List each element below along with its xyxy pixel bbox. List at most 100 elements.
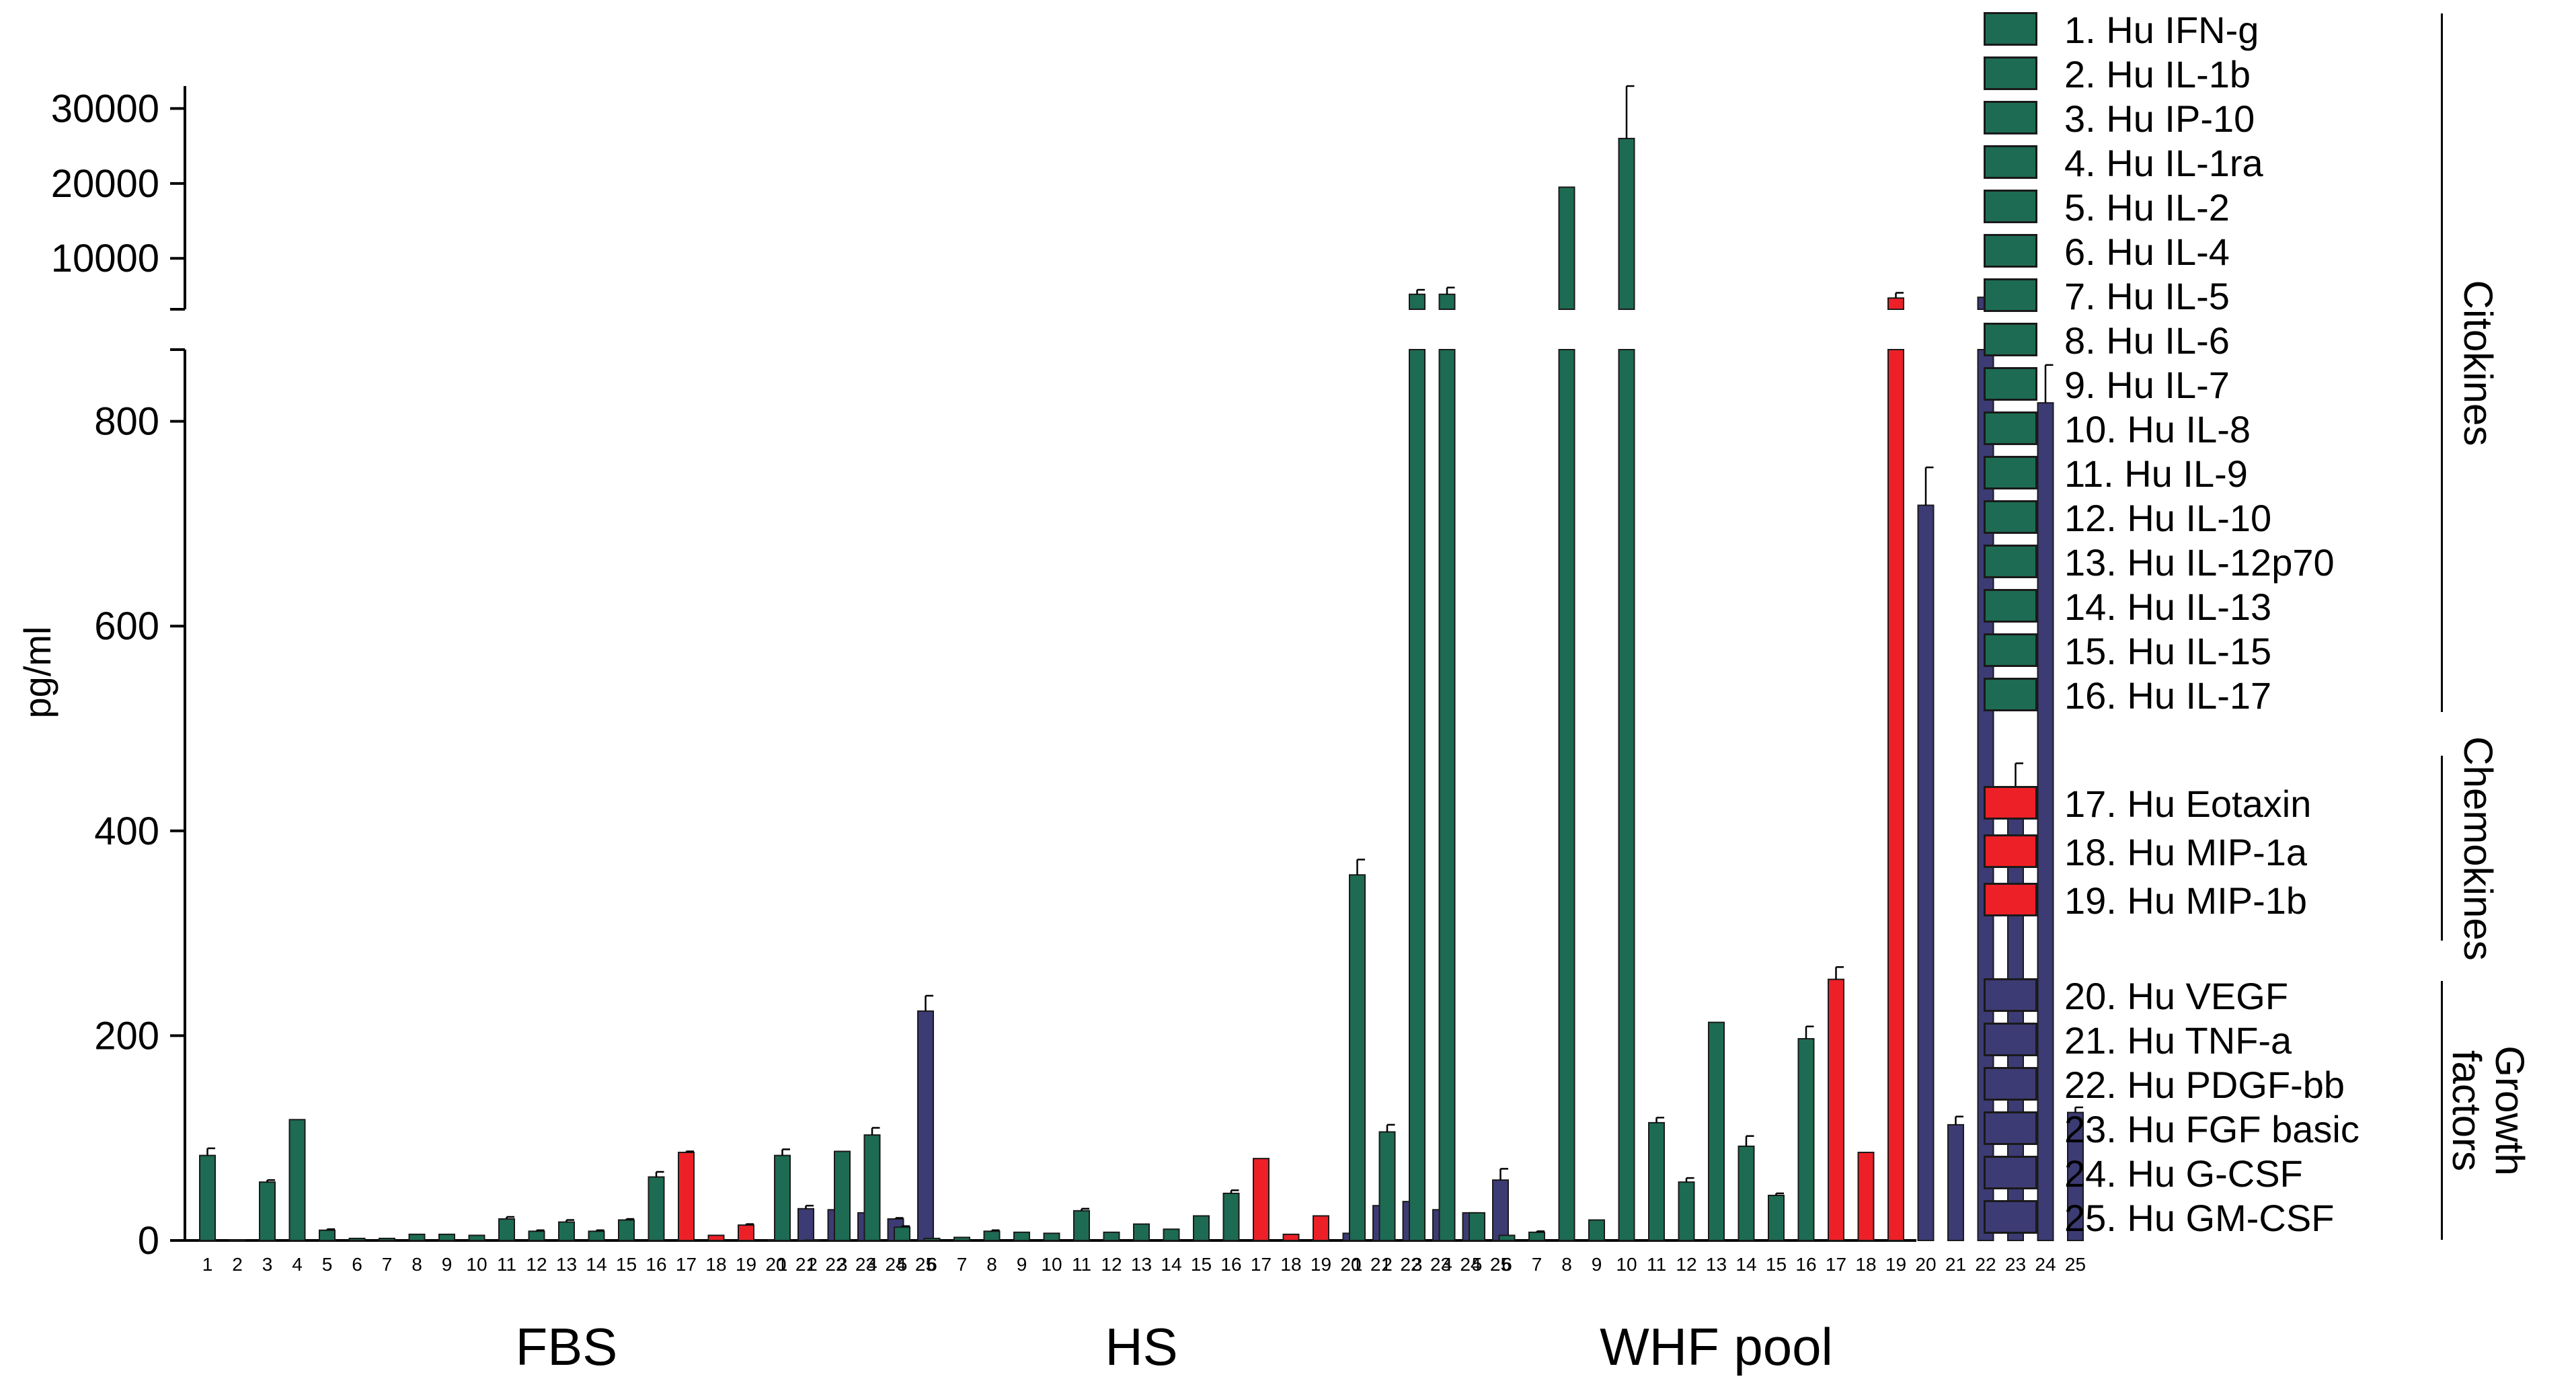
bar	[1528, 1231, 1545, 1241]
bar-upper-segment	[1618, 137, 1635, 310]
x-tick-label: 7	[382, 1254, 393, 1275]
bar	[1708, 1021, 1725, 1241]
legend-group-label-line: Growth	[2487, 1045, 2532, 1176]
bar	[1917, 504, 1935, 1241]
x-tick-label: 19	[1311, 1254, 1331, 1275]
x-tick-label: 17	[676, 1254, 697, 1275]
legend-swatch	[1984, 633, 2037, 667]
legend-item: 11. Hu IL-9	[1984, 453, 2454, 495]
legend-swatch	[1984, 278, 2037, 312]
legend-swatch	[1984, 12, 2037, 46]
bar	[953, 1236, 970, 1241]
bar	[1222, 1192, 1240, 1241]
x-tick-label: 23	[2005, 1254, 2026, 1275]
bar	[1469, 1212, 1485, 1241]
x-tick-label: 11	[1072, 1254, 1091, 1275]
bar	[1438, 349, 1456, 1241]
bar	[804, 1239, 821, 1241]
legend-label: 15. Hu IL-15	[2064, 630, 2272, 672]
x-tick-label: 2	[1382, 1254, 1393, 1275]
x-tick-label: 18	[705, 1254, 726, 1275]
y-axis-label: pg/ml	[16, 627, 58, 719]
legend-swatch	[1984, 1067, 2037, 1101]
bar	[1857, 1152, 1875, 1241]
legend-group-label: Chemokines	[2456, 736, 2501, 961]
legend-label: 13. Hu IL-12p70	[2064, 541, 2335, 584]
x-tick-label: 25	[2065, 1254, 2086, 1275]
legend-item: 18. Hu MIP-1a	[1984, 832, 2454, 873]
legend-item: 10. Hu IL-8	[1984, 409, 2454, 450]
bar	[1103, 1231, 1120, 1241]
x-tick-label: 12	[1101, 1254, 1122, 1275]
group-label: WHF pool	[1600, 1317, 1833, 1376]
x-tick-label: 4	[1442, 1254, 1452, 1275]
x-tick-label: 8	[986, 1254, 997, 1275]
legend-swatch	[1984, 234, 2037, 268]
bar	[1043, 1232, 1060, 1242]
legend-swatch	[1984, 834, 2037, 868]
x-tick-label: 8	[1561, 1254, 1572, 1275]
y-tick-label: 0	[138, 1219, 159, 1263]
bar	[558, 1221, 575, 1241]
legend-item: 14. Hu IL-13	[1984, 586, 2454, 628]
legend-label: 16. Hu IL-17	[2064, 674, 2272, 717]
legend-swatch	[1984, 1111, 2037, 1145]
bar	[618, 1219, 635, 1242]
x-tick-label: 19	[736, 1254, 756, 1275]
legend-swatch	[1984, 411, 2037, 445]
x-tick-label: 20	[1915, 1254, 1936, 1275]
bar	[1588, 1219, 1605, 1242]
legend-swatch	[1984, 589, 2037, 623]
legend-item: 2. Hu IL-1b	[1984, 54, 2454, 95]
y-tick-label: 800	[94, 400, 159, 444]
x-tick-label: 16	[1220, 1254, 1241, 1275]
x-tick-label: 14	[1161, 1254, 1181, 1275]
bar	[1409, 349, 1426, 1241]
legend-label: 8. Hu IL-6	[2064, 319, 2230, 362]
y-tick-label: 400	[94, 809, 159, 853]
x-tick-label: 18	[1855, 1254, 1876, 1275]
x-tick-label: 13	[556, 1254, 577, 1275]
legend-item: 8. Hu IL-6	[1984, 320, 2454, 362]
y-tick-label: 20000	[51, 162, 159, 206]
bar	[379, 1237, 395, 1241]
bar	[1133, 1223, 1150, 1242]
x-tick-label: 20	[765, 1254, 786, 1275]
legend-item: 19. Hu MIP-1b	[1984, 880, 2454, 922]
x-tick-label: 10	[466, 1254, 487, 1275]
legend-swatch	[1984, 190, 2037, 223]
legend-group-bracket	[2441, 13, 2443, 712]
bar	[834, 1150, 851, 1241]
x-tick-label: 10	[1041, 1254, 1062, 1275]
legend-label: 23. Hu FGF basic	[2064, 1108, 2359, 1150]
x-tick-label: 16	[646, 1254, 666, 1275]
legend-swatch	[1984, 500, 2037, 534]
legend-swatch	[1984, 883, 2037, 916]
legend-swatch	[1984, 101, 2037, 134]
legend-swatch	[1984, 1156, 2037, 1189]
y-tick-label: 200	[94, 1014, 159, 1058]
x-tick-label: 21	[1370, 1254, 1391, 1275]
bar	[468, 1234, 485, 1241]
x-tick-label: 19	[1885, 1254, 1906, 1275]
x-tick-label: 9	[1017, 1254, 1027, 1275]
bar	[319, 1229, 336, 1242]
x-tick-label: 24	[885, 1254, 906, 1275]
legend-item: 7. Hu IL-5	[1984, 276, 2454, 317]
legend-label: 17. Hu Eotaxin	[2064, 783, 2312, 825]
x-tick-label: 24	[2035, 1254, 2056, 1275]
bar	[288, 1119, 306, 1241]
legend-swatch	[1984, 545, 2037, 578]
legend-item: 3. Hu IP-10	[1984, 98, 2454, 140]
x-tick-label: 14	[1735, 1254, 1756, 1275]
x-tick-label: 12	[526, 1254, 547, 1275]
legend-label: 14. Hu IL-13	[2064, 586, 2272, 628]
legend-item: 24. Hu G-CSF	[1984, 1153, 2454, 1195]
legend-label: 24. Hu G-CSF	[2064, 1152, 2303, 1195]
legend-label: 21. Hu TNF-a	[2064, 1019, 2292, 1062]
bar	[1738, 1145, 1755, 1241]
bar	[588, 1230, 605, 1241]
x-tick-label: 4	[867, 1254, 877, 1275]
x-tick-label: 22	[825, 1254, 846, 1275]
